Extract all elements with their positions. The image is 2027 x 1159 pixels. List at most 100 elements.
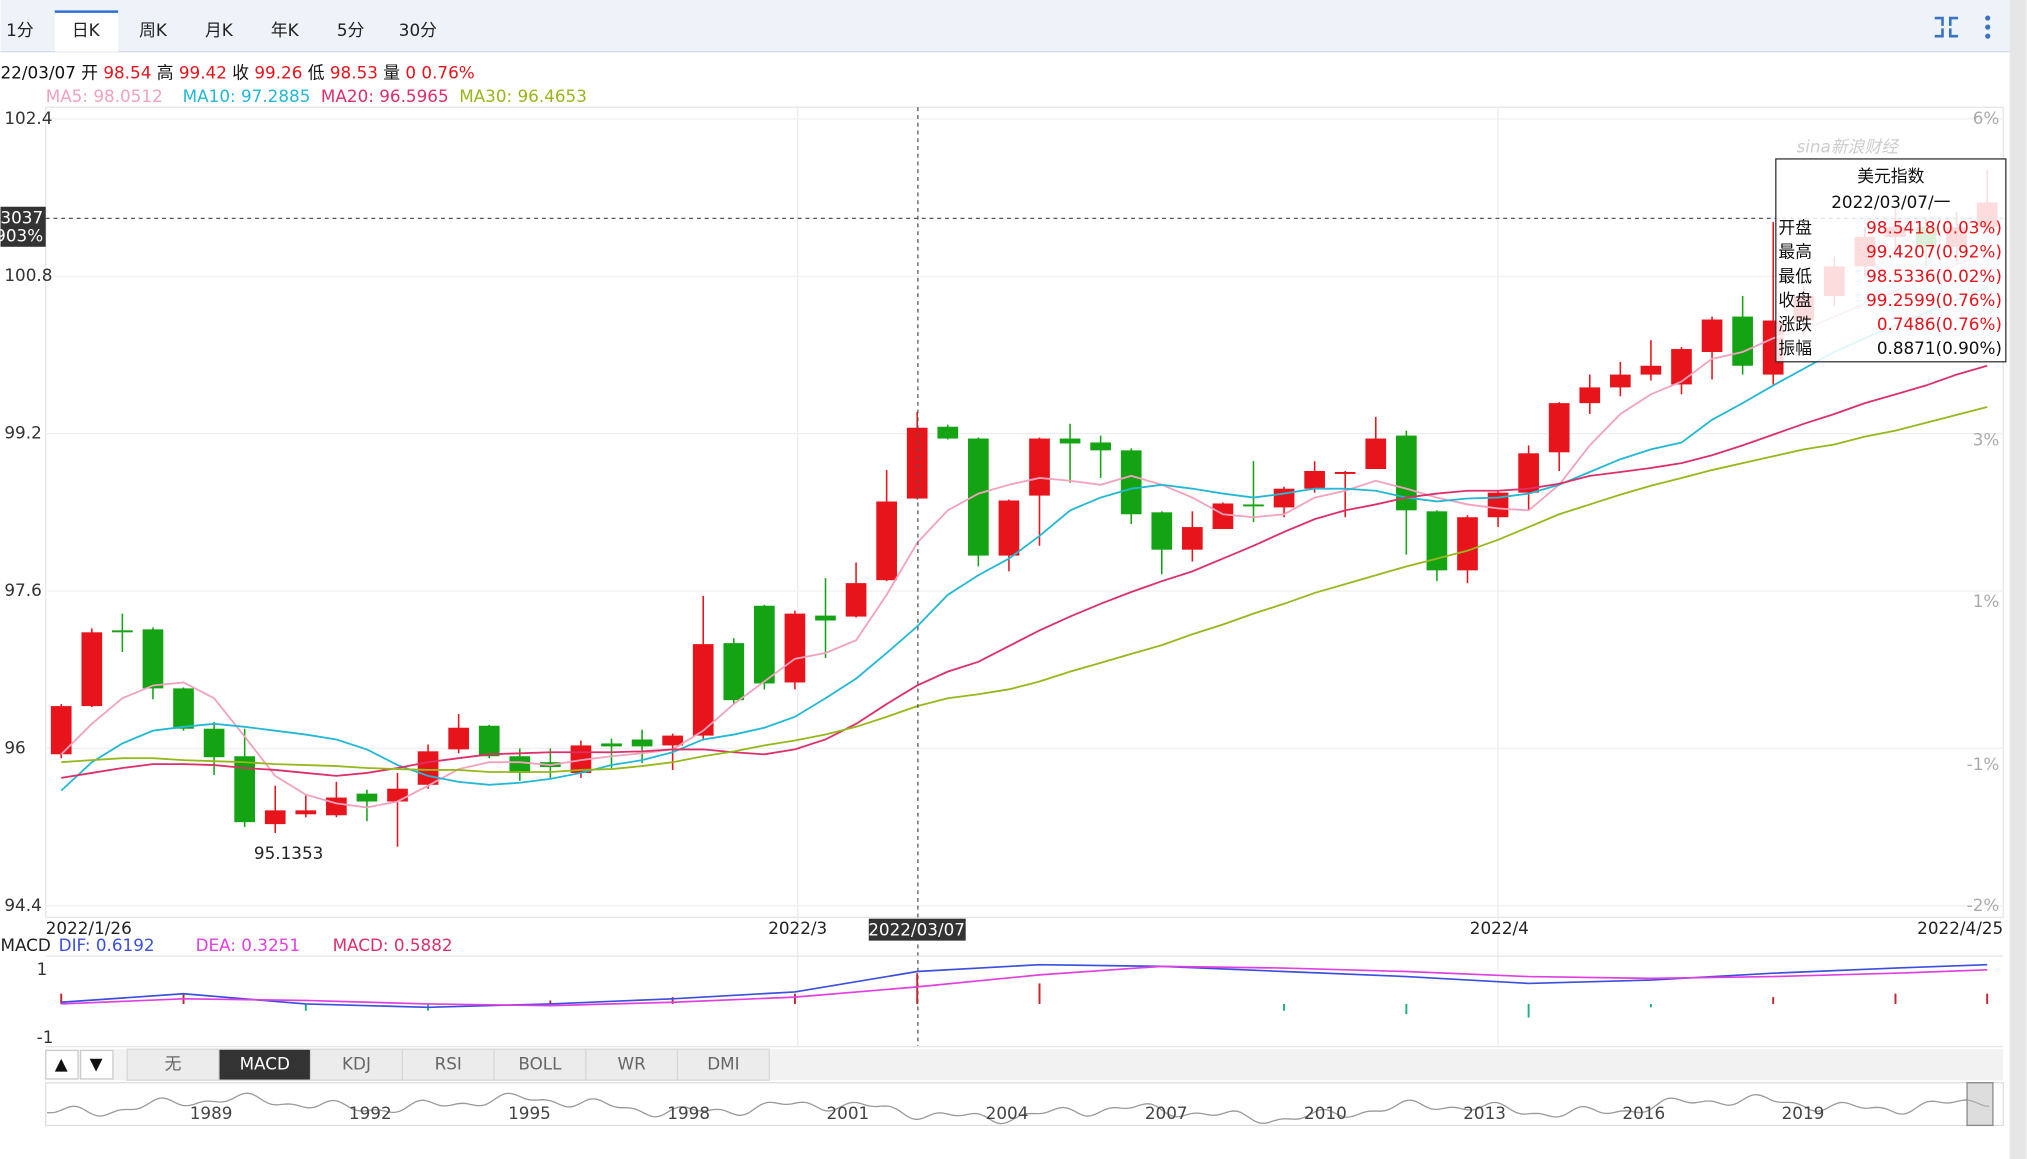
navigator-line (46, 1092, 1990, 1125)
y-tick-label: 100.8 (4, 265, 52, 285)
grid: 102.4 100.8 99.2 97.6 96 94.4 6% 3% 1% -1% -2% (4, 108, 2004, 915)
tab-label: 30分 (399, 20, 437, 40)
ma-lines (60, 250, 1988, 809)
indicator-tab[interactable]: WR (585, 1048, 679, 1081)
indicator-tab[interactable]: RSI (401, 1048, 495, 1081)
candle-body (387, 788, 408, 802)
tooltip-key: 最低 (1778, 266, 1812, 286)
navigator[interactable] (45, 1082, 2004, 1127)
year-label: 2001 (826, 1103, 869, 1123)
year-label: 2013 (1463, 1103, 1506, 1123)
tab-label: 年K (271, 20, 300, 40)
candle-body (876, 501, 897, 581)
candle-body (1120, 450, 1142, 515)
year-label: 2004 (986, 1103, 1029, 1123)
y2-tick-label: 1% (1973, 591, 2000, 611)
arrow-button[interactable]: ▼ (79, 1049, 114, 1080)
candle-body (1334, 471, 1356, 474)
candle-body (601, 743, 622, 747)
toolbar-tabs: 1分 日K 周K 月K 年K 5分 30分 (6, 10, 437, 52)
indicator-tab[interactable]: KDJ (309, 1048, 403, 1081)
indicator-tab-box (126, 1048, 220, 1081)
tab[interactable]: 1分 (6, 20, 34, 40)
ma-line (61, 406, 1988, 773)
candle-body (264, 810, 286, 825)
low-annotation: 95.1353 (254, 843, 323, 863)
y-tick-label: 99.2 (4, 423, 41, 443)
x-label: 2022/1/26 (46, 918, 132, 938)
candle-body (968, 438, 989, 556)
candle-body (754, 605, 775, 684)
more-icon[interactable] (1985, 15, 1991, 39)
ma-line (61, 364, 1988, 779)
header-line: 22/03/07 开 98.54 高 99.42 收 99.26 低 98.53… (1, 63, 475, 83)
indicator-tab-label: BOLL (518, 1054, 562, 1074)
arrow-box (79, 1049, 114, 1080)
arrow-label: ▼ (90, 1054, 103, 1074)
header-value: 99.42 (179, 63, 232, 83)
indicator-tab[interactable]: BOLL (493, 1048, 587, 1081)
ma-legend: MA10: 97.2885 (183, 86, 311, 106)
candle-body (326, 797, 347, 816)
candle-body (203, 728, 225, 758)
indicator-tabs: ▲ ▼ 无 MACD KDJ RSI BOLL WR DMI (45, 1048, 770, 1081)
tooltip-value: 98.5336(0.02%) (1866, 266, 2002, 286)
candle-body (631, 739, 653, 747)
candle-body (906, 427, 928, 499)
candle-body (112, 630, 133, 633)
tooltip-value: 98.5418(0.03%) (1866, 218, 2002, 238)
year-label: 2007 (1145, 1103, 1188, 1123)
candle-body (1029, 438, 1050, 496)
candle-body (784, 613, 806, 683)
macd-legend: DIF: 0.6192 (59, 935, 155, 955)
arrow-button[interactable]: ▲ (45, 1049, 79, 1080)
candle-body (723, 643, 745, 701)
scrollbar[interactable] (2009, 0, 2027, 1159)
x-label: 2022/3 (768, 918, 827, 938)
indicator-tab-box (401, 1048, 495, 1081)
tab[interactable]: 日K (54, 10, 119, 52)
icon-dot (1985, 15, 1991, 21)
indicator-tab-label: DMI (707, 1054, 739, 1074)
tab[interactable]: 周K (139, 20, 168, 40)
candle-body (1243, 504, 1264, 507)
arrow-box (45, 1049, 79, 1080)
candle-body (1548, 403, 1570, 453)
y2-tick-label: 6% (1973, 108, 2000, 128)
tab[interactable]: 5分 (337, 20, 365, 40)
candle-body (845, 583, 867, 617)
year-label: 1995 (508, 1103, 551, 1123)
candle-body (1396, 435, 1417, 511)
tab[interactable]: 年K (271, 20, 300, 40)
header-value: 98.53 (330, 63, 383, 83)
y2-tick-label: -2% (1967, 895, 2000, 915)
indicator-tab[interactable]: 无 (126, 1048, 220, 1081)
tab[interactable]: 月K (205, 20, 234, 40)
tab-label: 1分 (6, 20, 34, 40)
year-label: 1992 (349, 1103, 392, 1123)
tab-label: 日K (72, 20, 101, 40)
y2-tick-label: -1% (1967, 754, 2000, 774)
header-key: 高 (157, 63, 179, 83)
tooltip-key: 涨跌 (1778, 314, 1812, 334)
indicator-tab[interactable]: MACD (218, 1048, 312, 1081)
tab[interactable]: 30分 (399, 20, 437, 40)
year-label: 2010 (1304, 1103, 1347, 1123)
navigator-years: 1989 1992 1995 1998 2001 2004 2007 2010 2013 2016… (190, 1103, 1825, 1123)
indicator-tab-label: RSI (435, 1054, 462, 1074)
ma-legend: MA20: 96.5965 (321, 86, 449, 106)
y-tick-label: 97.6 (4, 580, 41, 600)
navigator-window[interactable] (1966, 1082, 1994, 1127)
indicator-tab[interactable]: DMI (676, 1048, 770, 1081)
tooltip-key: 收盘 (1778, 290, 1812, 310)
candle-body (1579, 387, 1601, 404)
year-label: 2019 (1782, 1103, 1825, 1123)
candle-body (937, 426, 959, 439)
fullscreen-icon[interactable] (1934, 16, 1959, 38)
indicator-tab-box (218, 1048, 312, 1081)
candle-body (509, 756, 531, 773)
candle-body (81, 632, 103, 707)
